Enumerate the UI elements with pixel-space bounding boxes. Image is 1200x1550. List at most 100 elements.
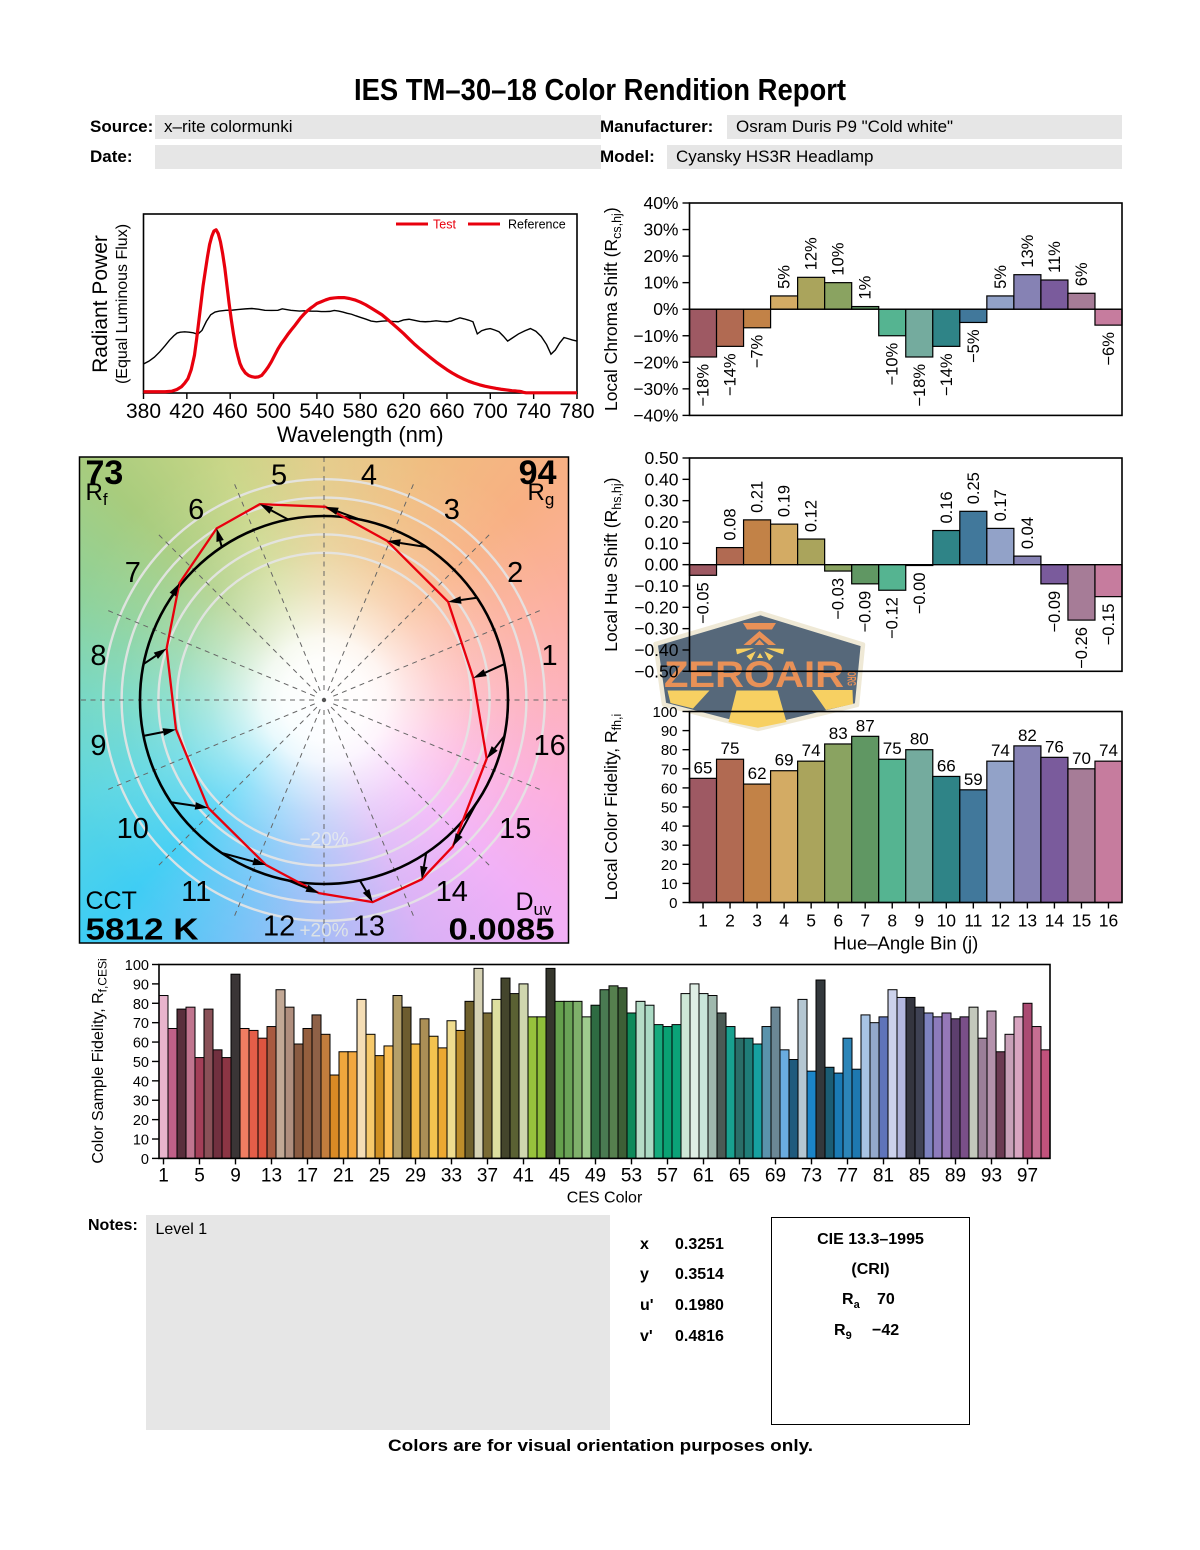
svg-text:740: 740 (516, 400, 551, 423)
svg-text:76: 76 (1045, 737, 1064, 756)
svg-text:73: 73 (801, 1165, 822, 1186)
svg-text:2: 2 (725, 911, 735, 931)
svg-text:66: 66 (937, 756, 956, 775)
svg-text:−0.12: −0.12 (884, 597, 902, 639)
svg-text:75: 75 (721, 739, 740, 758)
svg-text:−0.09: −0.09 (857, 591, 875, 633)
svg-text:1: 1 (542, 640, 558, 672)
svg-text:89: 89 (945, 1165, 966, 1186)
svg-text:−0.50: −0.50 (634, 661, 679, 681)
svg-text:−14%: −14% (722, 353, 740, 396)
svg-text:93: 93 (981, 1165, 1002, 1186)
svg-text:59: 59 (964, 770, 983, 789)
svg-text:20: 20 (661, 857, 678, 874)
svg-text:20%: 20% (643, 246, 678, 266)
svg-text:87: 87 (856, 716, 875, 735)
svg-text:−0.20: −0.20 (634, 597, 679, 617)
svg-text:97: 97 (1017, 1165, 1038, 1186)
svg-text:460: 460 (213, 400, 248, 423)
svg-text:Local Color Fidelity, Rfh,i: Local Color Fidelity, Rfh,i (601, 714, 624, 901)
svg-text:3: 3 (444, 494, 460, 526)
svg-text:−6%: −6% (1100, 332, 1118, 366)
svg-text:10: 10 (937, 911, 957, 931)
svg-text:Rf: Rf (86, 479, 108, 509)
svg-text:50: 50 (661, 800, 678, 817)
svg-text:25: 25 (369, 1165, 390, 1186)
svg-text:21: 21 (333, 1165, 354, 1186)
svg-text:−7%: −7% (749, 334, 767, 368)
svg-text:1: 1 (698, 911, 708, 931)
svg-text:−0.10: −0.10 (634, 576, 679, 596)
svg-text:IES TM–30–18 Color Rendition R: IES TM–30–18 Color Rendition Report (354, 72, 846, 107)
svg-text:0.40: 0.40 (644, 469, 678, 489)
svg-text:9: 9 (90, 730, 106, 762)
svg-text:ORG: ORG (845, 672, 859, 687)
svg-text:380: 380 (126, 400, 161, 423)
svg-text:0.08: 0.08 (722, 508, 740, 540)
svg-text:−0.00: −0.00 (911, 573, 929, 615)
svg-text:85: 85 (909, 1165, 930, 1186)
svg-text:94: 94 (519, 454, 557, 492)
svg-text:13: 13 (261, 1165, 282, 1186)
svg-text:80: 80 (133, 997, 149, 1013)
svg-text:580: 580 (343, 400, 378, 423)
svg-text:4: 4 (779, 911, 789, 931)
svg-text:70: 70 (661, 761, 678, 778)
svg-text:12: 12 (263, 911, 295, 943)
svg-text:90: 90 (661, 723, 678, 740)
svg-text:50: 50 (133, 1055, 149, 1071)
svg-text:−0.30: −0.30 (634, 619, 679, 639)
svg-text:9: 9 (230, 1165, 241, 1186)
svg-text:CCT: CCT (86, 887, 137, 915)
svg-text:660: 660 (429, 400, 464, 423)
svg-text:0.17: 0.17 (992, 489, 1010, 521)
svg-text:5: 5 (271, 459, 287, 491)
svg-text:−0.05: −0.05 (695, 582, 713, 624)
svg-text:70: 70 (133, 1016, 149, 1032)
svg-text:−14%: −14% (938, 353, 956, 396)
svg-text:8: 8 (90, 640, 106, 672)
svg-text:15: 15 (499, 813, 531, 845)
svg-text:74: 74 (991, 741, 1010, 760)
svg-text:90: 90 (133, 977, 149, 993)
svg-text:−20%: −20% (633, 352, 678, 372)
svg-text:0.16: 0.16 (938, 491, 956, 523)
svg-text:70: 70 (1072, 749, 1091, 768)
svg-text:−18%: −18% (695, 364, 713, 407)
svg-text:Hue–Angle Bin (j): Hue–Angle Bin (j) (833, 933, 978, 954)
svg-text:57: 57 (657, 1165, 678, 1186)
svg-text:16: 16 (1099, 911, 1118, 931)
svg-text:−10%: −10% (884, 342, 902, 385)
svg-text:−30%: −30% (633, 379, 678, 399)
svg-text:53: 53 (621, 1165, 642, 1186)
svg-text:69: 69 (765, 1165, 786, 1186)
svg-text:0.50: 0.50 (644, 448, 678, 468)
svg-text:7: 7 (860, 911, 870, 931)
svg-text:0.21: 0.21 (749, 481, 767, 513)
svg-text:10%: 10% (830, 242, 848, 275)
svg-text:Reference: Reference (508, 218, 566, 232)
svg-text:0: 0 (669, 895, 677, 912)
svg-text:73: 73 (86, 454, 124, 492)
svg-text:10: 10 (661, 876, 678, 893)
svg-text:0.04: 0.04 (1019, 517, 1037, 549)
svg-text:540: 540 (299, 400, 334, 423)
svg-text:+20%: +20% (299, 921, 348, 942)
svg-text:0: 0 (141, 1152, 149, 1168)
svg-text:6: 6 (188, 494, 204, 526)
svg-text:77: 77 (837, 1165, 858, 1186)
svg-text:−18%: −18% (911, 364, 929, 407)
svg-text:40: 40 (661, 819, 678, 836)
svg-text:62: 62 (748, 764, 767, 783)
svg-text:49: 49 (585, 1165, 606, 1186)
svg-text:2: 2 (507, 557, 523, 589)
svg-text:6: 6 (833, 911, 843, 931)
svg-text:8: 8 (887, 911, 897, 931)
svg-text:6%: 6% (1073, 262, 1091, 286)
svg-text:60: 60 (133, 1036, 149, 1052)
svg-text:0.12: 0.12 (803, 500, 821, 532)
svg-text:30%: 30% (643, 220, 678, 240)
svg-text:12: 12 (991, 911, 1010, 931)
svg-text:16: 16 (533, 730, 565, 762)
svg-text:500: 500 (256, 400, 291, 423)
